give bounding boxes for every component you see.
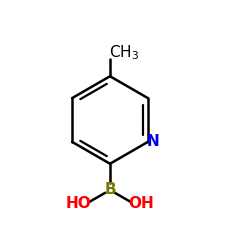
Text: CH$_3$: CH$_3$	[109, 43, 139, 62]
Text: OH: OH	[128, 196, 154, 212]
Text: N: N	[147, 134, 160, 150]
Text: HO: HO	[65, 196, 91, 211]
Text: B: B	[104, 182, 116, 198]
